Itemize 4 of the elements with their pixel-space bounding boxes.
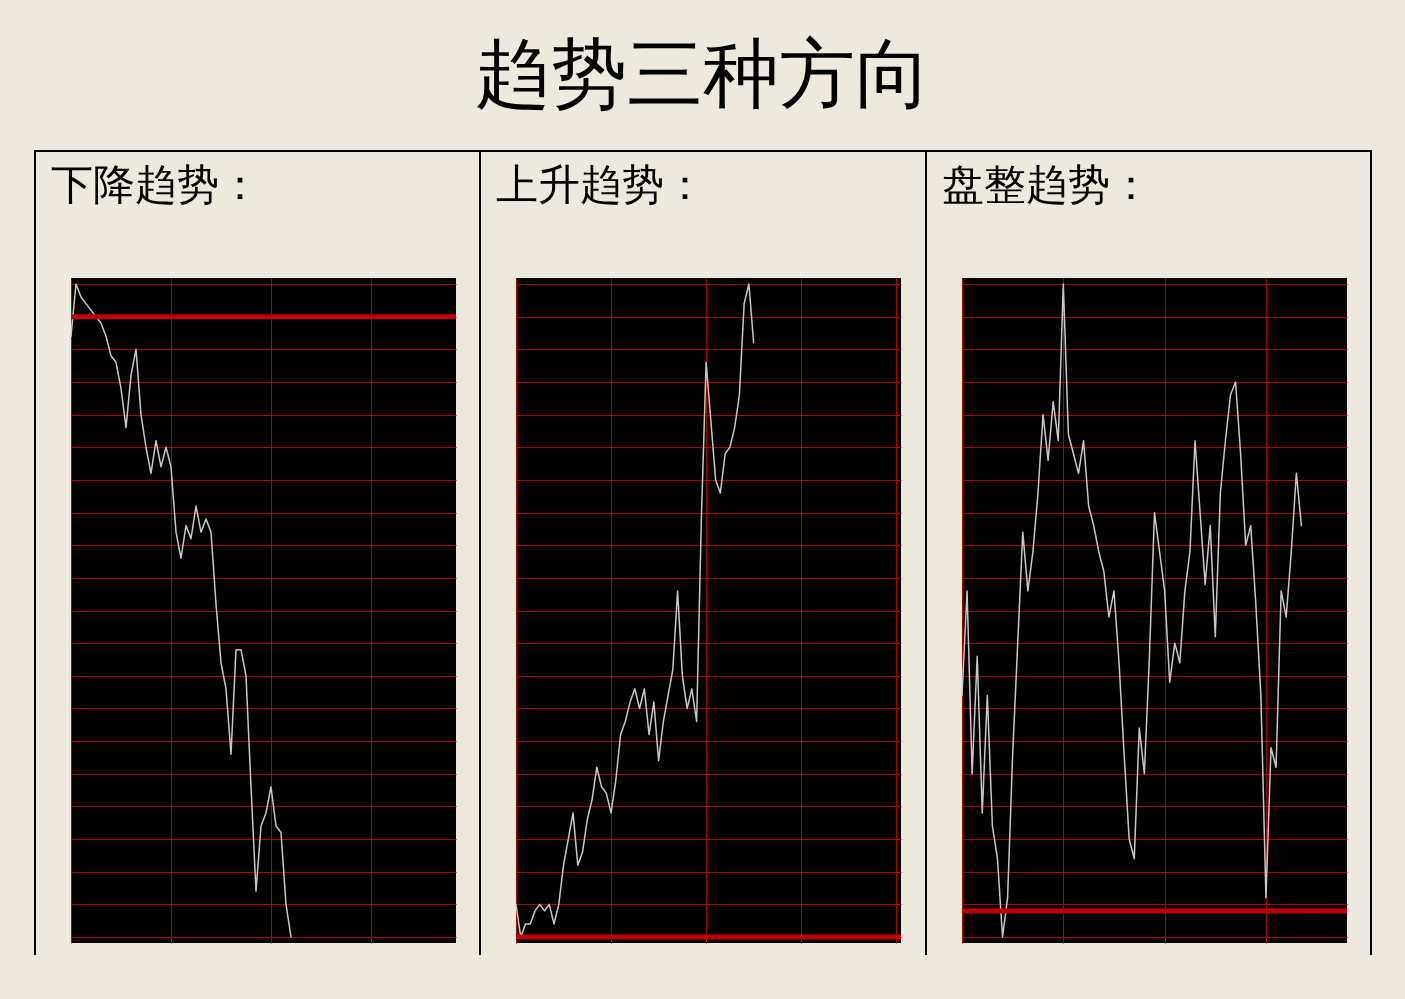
chart-title: 上升趋势： bbox=[496, 160, 707, 209]
text: 趋势三种方向 bbox=[474, 27, 931, 120]
chart-title: 下降趋势： bbox=[51, 160, 261, 209]
chart-title: 盘整趋势： bbox=[941, 160, 1152, 209]
